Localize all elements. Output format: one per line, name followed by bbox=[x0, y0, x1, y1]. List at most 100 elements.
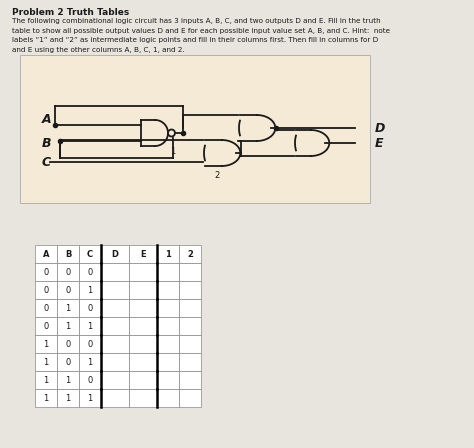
Bar bbox=[101, 263, 129, 281]
Text: 0: 0 bbox=[87, 375, 92, 384]
Bar bbox=[101, 299, 129, 317]
Bar bbox=[157, 335, 179, 353]
Bar bbox=[79, 281, 101, 299]
Text: 1: 1 bbox=[65, 393, 71, 402]
Bar bbox=[179, 263, 201, 281]
Bar bbox=[129, 263, 157, 281]
Bar bbox=[35, 317, 57, 335]
Bar bbox=[79, 371, 101, 389]
Bar bbox=[101, 371, 129, 389]
Text: 0: 0 bbox=[44, 285, 49, 294]
Text: 0: 0 bbox=[65, 267, 71, 276]
Bar bbox=[35, 281, 57, 299]
Bar bbox=[79, 263, 101, 281]
Bar bbox=[79, 335, 101, 353]
Text: 1: 1 bbox=[170, 147, 175, 156]
Bar bbox=[35, 353, 57, 371]
Text: 1: 1 bbox=[65, 322, 71, 331]
Text: 1: 1 bbox=[87, 322, 92, 331]
Bar bbox=[101, 245, 129, 263]
Bar bbox=[101, 335, 129, 353]
Bar bbox=[57, 335, 79, 353]
Bar bbox=[57, 245, 79, 263]
Bar bbox=[35, 245, 57, 263]
Polygon shape bbox=[204, 140, 240, 166]
Text: 1: 1 bbox=[65, 375, 71, 384]
Bar bbox=[157, 371, 179, 389]
Text: and E using the other columns A, B, C, 1, and 2.: and E using the other columns A, B, C, 1… bbox=[12, 47, 185, 52]
Text: 1: 1 bbox=[44, 340, 49, 349]
Text: B: B bbox=[42, 137, 52, 150]
Text: 1: 1 bbox=[65, 303, 71, 313]
Text: 1: 1 bbox=[165, 250, 171, 258]
Bar bbox=[179, 389, 201, 407]
Text: 0: 0 bbox=[44, 267, 49, 276]
Bar bbox=[57, 263, 79, 281]
Text: 2: 2 bbox=[214, 171, 219, 180]
Text: 0: 0 bbox=[65, 358, 71, 366]
Text: D: D bbox=[375, 121, 385, 134]
Bar bbox=[179, 371, 201, 389]
Bar bbox=[101, 389, 129, 407]
Bar bbox=[157, 353, 179, 371]
Bar bbox=[35, 371, 57, 389]
Bar bbox=[57, 371, 79, 389]
Text: 0: 0 bbox=[44, 303, 49, 313]
Bar bbox=[129, 245, 157, 263]
Polygon shape bbox=[239, 115, 275, 141]
Bar bbox=[157, 281, 179, 299]
Text: 0: 0 bbox=[87, 340, 92, 349]
Bar bbox=[179, 245, 201, 263]
Text: table to show all possible output values D and E for each possible input value s: table to show all possible output values… bbox=[12, 27, 390, 34]
Text: 0: 0 bbox=[44, 322, 49, 331]
Bar bbox=[20, 55, 370, 203]
Text: 1: 1 bbox=[44, 393, 49, 402]
Bar bbox=[179, 335, 201, 353]
Text: E: E bbox=[140, 250, 146, 258]
Polygon shape bbox=[295, 130, 329, 156]
Bar bbox=[157, 389, 179, 407]
Bar bbox=[79, 353, 101, 371]
Text: 1: 1 bbox=[87, 285, 92, 294]
Bar bbox=[79, 389, 101, 407]
Bar bbox=[101, 353, 129, 371]
Bar bbox=[79, 245, 101, 263]
Bar bbox=[129, 335, 157, 353]
Text: 0: 0 bbox=[87, 267, 92, 276]
Bar bbox=[101, 281, 129, 299]
Text: labels “1” and “2” as intermediate logic points and fill in their columns first.: labels “1” and “2” as intermediate logic… bbox=[12, 37, 378, 43]
Bar bbox=[35, 335, 57, 353]
Bar bbox=[157, 245, 179, 263]
Bar bbox=[129, 299, 157, 317]
Bar bbox=[179, 353, 201, 371]
Bar bbox=[57, 317, 79, 335]
Text: 1: 1 bbox=[87, 358, 92, 366]
Text: 0: 0 bbox=[65, 340, 71, 349]
Text: D: D bbox=[111, 250, 118, 258]
Text: The following combinational logic circuit has 3 inputs A, B, C, and two outputs : The following combinational logic circui… bbox=[12, 18, 381, 24]
Bar bbox=[57, 353, 79, 371]
Text: 1: 1 bbox=[87, 393, 92, 402]
Bar bbox=[129, 317, 157, 335]
Text: C: C bbox=[42, 155, 51, 168]
Text: A: A bbox=[42, 112, 52, 125]
Text: Problem 2 Truth Tables: Problem 2 Truth Tables bbox=[12, 8, 129, 17]
Text: 2: 2 bbox=[187, 250, 193, 258]
Text: 0: 0 bbox=[87, 303, 92, 313]
Bar bbox=[79, 317, 101, 335]
Bar bbox=[179, 281, 201, 299]
Bar bbox=[35, 263, 57, 281]
Bar bbox=[57, 299, 79, 317]
Text: 1: 1 bbox=[44, 358, 49, 366]
Bar bbox=[101, 317, 129, 335]
Bar bbox=[57, 281, 79, 299]
Bar bbox=[35, 389, 57, 407]
Bar bbox=[157, 317, 179, 335]
Polygon shape bbox=[141, 120, 168, 146]
Bar bbox=[129, 371, 157, 389]
Bar bbox=[129, 389, 157, 407]
Bar bbox=[57, 389, 79, 407]
Text: 0: 0 bbox=[65, 285, 71, 294]
Bar bbox=[35, 299, 57, 317]
Text: C: C bbox=[87, 250, 93, 258]
